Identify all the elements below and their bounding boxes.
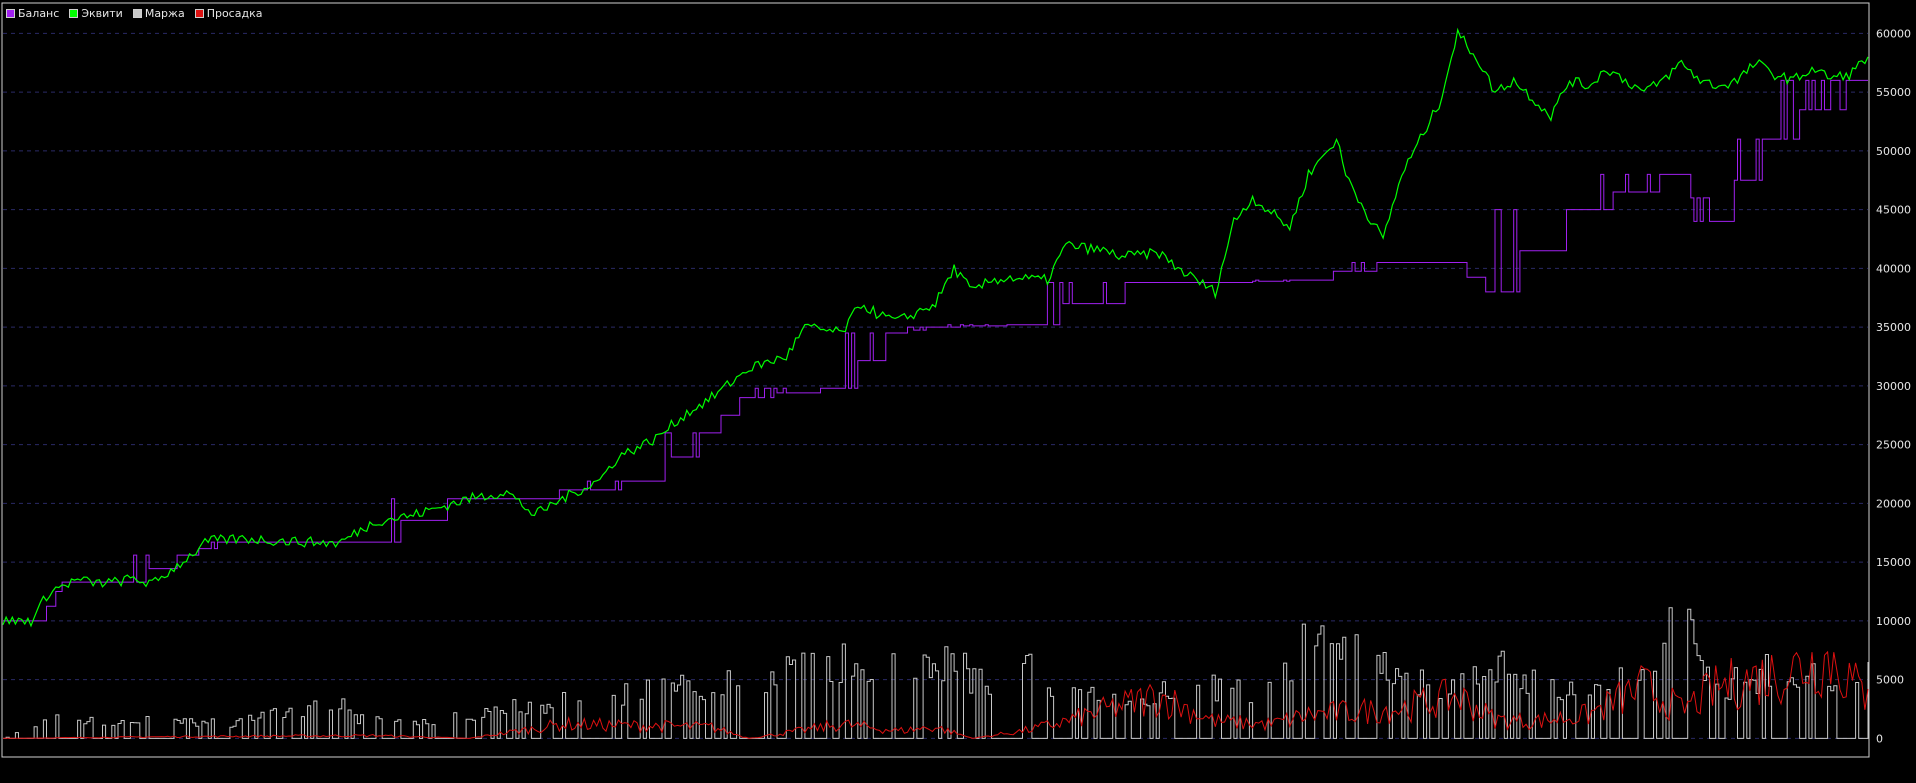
legend-swatch-equity [69,9,79,18]
y-tick-layer: 6000055000500004500040000350003000025000… [1876,27,1911,745]
legend-swatch-margin [132,9,142,18]
y-tick-label: 45000 [1876,204,1911,217]
drawdown-line [2,650,1869,739]
margin-line [3,607,1869,739]
y-tick-label: 60000 [1876,27,1911,40]
series-layer [2,27,1869,739]
y-tick-label: 10000 [1876,615,1911,628]
y-tick-label: 55000 [1876,86,1911,99]
legend-item-balance[interactable]: Баланс [6,7,59,20]
legend-item-drawdown[interactable]: Просадка [194,7,263,20]
y-tick-label: 25000 [1876,439,1911,452]
y-tick-label: 5000 [1876,674,1904,687]
legend-swatch-balance [6,9,15,18]
y-tick-label: 40000 [1876,262,1911,275]
plot-frame [1,2,1870,758]
equity-line [2,27,1869,628]
legend: Баланс Эквити Маржа Просадка [6,7,262,20]
y-tick-label: 35000 [1876,321,1911,334]
y-tick-label: 50000 [1876,145,1911,158]
y-tick-label: 20000 [1876,497,1911,510]
legend-label-equity: Эквити [81,7,123,20]
legend-item-equity[interactable]: Эквити [69,7,123,20]
grid-layer [3,32,1868,739]
y-tick-label: 30000 [1876,380,1911,393]
balance-line [3,79,1868,622]
legend-item-margin[interactable]: Маржа [132,7,185,20]
legend-label-drawdown: Просадка [206,7,263,20]
legend-label-balance: Баланс [18,7,60,20]
y-tick-label: 15000 [1876,556,1911,569]
legend-label-margin: Маржа [144,7,185,20]
legend-swatch-drawdown [194,9,204,18]
y-tick-label: 0 [1876,732,1883,745]
